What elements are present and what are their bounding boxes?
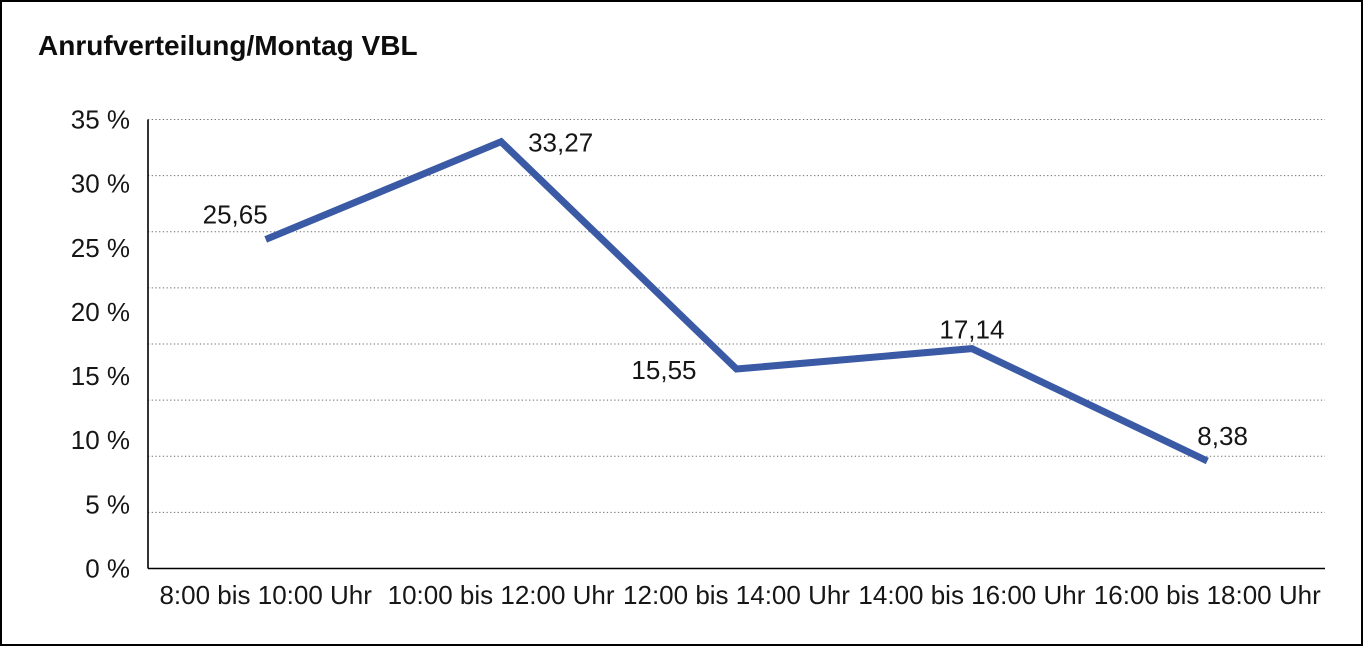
y-tick-label: 5 %	[85, 489, 130, 519]
x-axis-label: 12:00 bis 14:00 Uhr	[623, 580, 850, 610]
y-tick-label: 25 %	[71, 233, 130, 263]
y-tick-label: 20 %	[71, 297, 130, 327]
data-point-label: 15,55	[631, 355, 696, 385]
x-axis-label: 14:00 bis 16:00 Uhr	[858, 580, 1085, 610]
chart-title: Anrufverteilung/Montag VBL	[38, 30, 418, 61]
data-point-label: 33,27	[528, 128, 593, 158]
data-point-label: 17,14	[939, 315, 1004, 345]
y-tick-label: 10 %	[71, 425, 130, 455]
y-tick-label: 30 %	[71, 169, 130, 199]
data-line	[264, 137, 1209, 465]
x-axis-label: 16:00 bis 18:00 Uhr	[1094, 580, 1321, 610]
y-tick-label: 15 %	[71, 361, 130, 391]
y-tick-label: 35 %	[71, 105, 130, 135]
data-point-label: 8,38	[1197, 421, 1248, 451]
y-tick-label: 0 %	[85, 554, 130, 584]
data-point-label: 25,65	[203, 199, 268, 229]
x-axis-label: 10:00 bis 12:00 Uhr	[388, 580, 615, 610]
x-axis-label: 8:00 bis 10:00 Uhr	[159, 580, 372, 610]
